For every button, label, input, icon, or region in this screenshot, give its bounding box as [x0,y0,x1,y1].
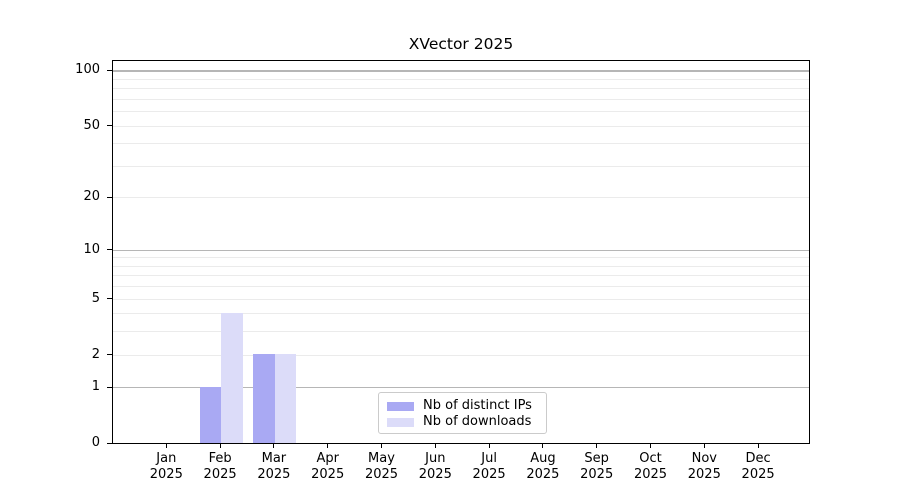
gridline-minor [113,331,809,333]
x-axis-tick-label: Oct 2025 [633,451,668,482]
gridline-minor [113,197,809,199]
x-axis-tick-label: May 2025 [364,451,399,482]
legend: Nb of distinct IPs Nb of downloads [378,392,547,434]
x-axis-tick-label: Dec 2025 [741,451,775,482]
gridline-minor [113,257,809,259]
gridline-minor [113,111,809,113]
bar-mar-distinct-ips [253,354,275,443]
gridline-minor [113,354,809,356]
plot-area [112,60,810,444]
bar-mar-downloads [274,354,297,443]
gridline-minor [113,286,809,288]
x-axis-tick-label: Sep 2025 [580,451,614,482]
y-axis-tick-label: 20 [83,189,100,205]
x-axis-tick [757,443,759,449]
gridline-minor [113,143,809,145]
y-axis-tick-label: 5 [91,290,100,306]
x-axis-tick [273,443,275,449]
x-axis-tick-label: Jun 2025 [418,451,452,482]
y-axis-tick-label: 10 [83,241,100,257]
gridline-minor [113,88,809,90]
x-axis-tick-label: Aug 2025 [526,451,560,482]
x-axis-tick [488,443,490,449]
gridline-minor [113,298,809,300]
x-axis-tick-label: Feb 2025 [203,451,237,482]
gridline-minor [113,78,809,80]
y-axis-tick-label: 1 [91,379,100,395]
x-axis-tick [542,443,544,449]
y-axis-tick-label: 50 [83,117,100,133]
x-axis-tick-label: Mar 2025 [257,451,291,482]
chart-title: XVector 2025 [408,35,514,53]
legend-item: Nb of downloads [387,414,538,430]
x-axis-tick-label: Jul 2025 [472,451,506,482]
gridline-major [113,387,809,389]
legend-swatch-icon [387,401,414,411]
y-axis-tick [107,196,112,198]
y-axis-tick-label: 2 [91,346,100,362]
y-axis-tick [107,297,112,300]
x-axis-tick [649,443,652,449]
gridline-minor [113,265,809,267]
x-axis-tick [327,443,329,449]
x-axis-tick-label: Jan 2025 [149,451,183,482]
y-axis-tick [107,249,112,251]
x-axis-tick [596,443,598,449]
gridline-minor [113,313,809,315]
x-axis-tick [703,443,705,449]
x-axis-tick [219,443,221,449]
bar-feb-downloads [221,313,243,443]
legend-label: Nb of downloads [423,414,532,429]
gridline-minor [113,275,809,277]
x-axis-tick-label: Nov 2025 [687,451,721,482]
y-axis-tick-label: 100 [75,62,100,78]
legend-item: Nb of distinct IPs [387,398,538,414]
gridline-minor [113,98,809,100]
gridline-minor [113,125,809,127]
gridline-minor [113,165,809,167]
y-axis-tick [107,353,112,356]
x-axis-tick [434,443,436,449]
bar-feb-distinct-ips [199,387,222,443]
y-axis-tick-label: 0 [91,435,100,451]
gridline-major [113,249,809,251]
y-axis-tick [107,125,112,127]
x-axis-tick [380,443,383,449]
y-axis-tick [107,386,112,388]
legend-swatch-icon [387,417,414,427]
x-axis-tick [165,443,167,449]
legend-label: Nb of distinct IPs [423,398,532,413]
y-axis-tick [107,442,112,444]
x-axis-tick-label: Apr 2025 [311,451,345,482]
gridline-major [113,70,809,72]
y-axis-tick [107,69,112,72]
